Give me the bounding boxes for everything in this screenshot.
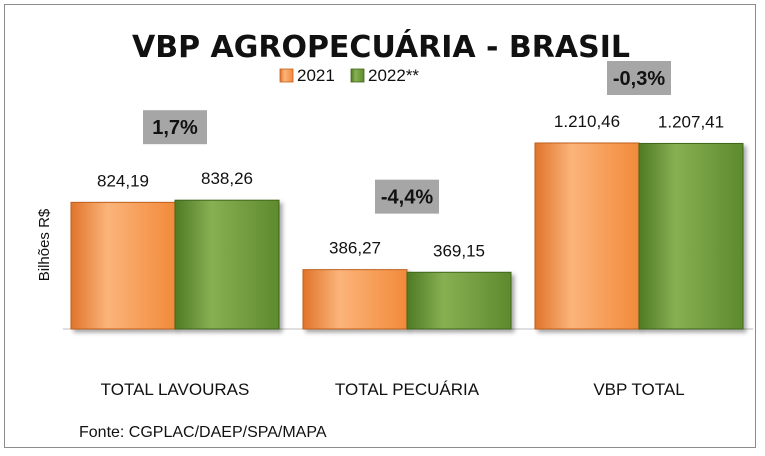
bar-total-lavouras-2022: [174, 199, 280, 330]
legend-swatch-2022: [350, 68, 365, 83]
bar-total-lavouras-2021: [70, 201, 176, 330]
category-labels: TOTAL LAVOURAS TOTAL PECUÁRIA VBP TOTAL: [101, 380, 685, 399]
bar-vbp-total-2021: [534, 142, 640, 330]
variation-badges: 1,7% -4,4% -0,3%: [143, 61, 671, 214]
bar-chart: VBP AGROPECUÁRIA - BRASIL 2021 2022** Bi…: [36, 29, 753, 441]
variation-badge: [375, 179, 439, 214]
variation-badge: [607, 61, 671, 95]
variation-label: -4,4%: [381, 187, 433, 209]
y-axis-label: Bilhões R$: [36, 208, 53, 281]
bar-vbp-total-2022: [638, 142, 744, 330]
value-label: 824,19: [97, 171, 149, 190]
legend-label-2021: 2021: [297, 66, 335, 85]
bars-group: 824,19 838,26 386,27 369,15 1.210,46 1.207,41: [70, 112, 744, 330]
source-note: Fonte: CGPLAC/DAEP/SPA/MAPA: [79, 424, 327, 441]
chart-frame: VBP AGROPECUÁRIA - BRASIL 2021 2022** Bi…: [4, 4, 756, 448]
bar-total-pecu-ria-2022: [406, 271, 512, 330]
bar-total-pecu-ria-2021: [302, 269, 408, 330]
category-label: TOTAL LAVOURAS: [101, 380, 250, 399]
value-label: 1.207,41: [658, 112, 724, 131]
legend: 2021 2022**: [279, 66, 419, 85]
legend-swatch-2021: [279, 68, 294, 83]
variation-label: 1,7%: [152, 117, 198, 139]
value-label: 386,27: [329, 239, 381, 258]
category-label: TOTAL PECUÁRIA: [335, 380, 480, 399]
category-label: VBP TOTAL: [593, 380, 684, 399]
value-label: 369,15: [433, 241, 485, 260]
legend-label-2022: 2022**: [368, 66, 419, 85]
variation-badge: [143, 110, 207, 145]
value-label: 1.210,46: [554, 112, 620, 131]
value-label: 838,26: [201, 169, 253, 188]
variation-label: -0,3%: [613, 68, 665, 90]
chart-title: VBP AGROPECUÁRIA - BRASIL: [132, 29, 630, 65]
